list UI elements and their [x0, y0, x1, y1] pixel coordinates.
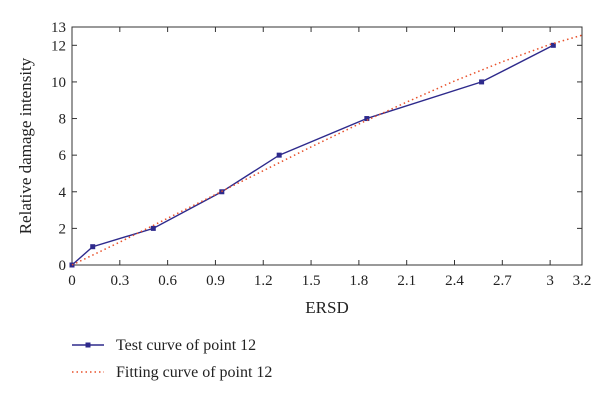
x-tick-label: 3	[546, 273, 554, 289]
data-point-marker	[364, 116, 370, 122]
x-tick-label: 1.2	[254, 273, 273, 289]
data-point-marker	[479, 79, 485, 85]
x-tick-label: 0.3	[110, 273, 129, 289]
series-layer	[69, 34, 583, 268]
legend-label-0: Test curve of point 12	[116, 337, 256, 354]
plot-frame	[71, 26, 583, 266]
x-tick-label: 0	[68, 273, 76, 289]
y-tick-label: 8	[59, 112, 67, 128]
data-point-marker	[276, 152, 282, 158]
x-tick-label: 2.7	[493, 273, 512, 289]
series-line-1	[71, 34, 583, 266]
legend-label-1: Fitting curve of point 12	[116, 364, 272, 381]
x-axis: 0 0.3 0.6 0.9 1.2 1.5 1.8 2.1 2.4 2.7 3 3.2	[68, 27, 591, 289]
y-axis-label: Relative damage intensity	[16, 57, 35, 234]
series-line-0	[71, 44, 554, 266]
data-point-marker	[550, 42, 556, 48]
y-tick-label: 13	[51, 20, 66, 36]
y-tick-label: 4	[59, 185, 67, 201]
y-tick-label: 2	[59, 221, 67, 237]
y-tick-label: 12	[51, 38, 66, 54]
y-axis: 0 2 4 6 8 10 12 13	[51, 20, 582, 274]
x-tick-label: 2.1	[397, 273, 416, 289]
x-tick-label: 3.2	[573, 273, 592, 289]
x-tick-label: 0.9	[206, 273, 225, 289]
y-tick-label: 0	[59, 258, 67, 274]
data-point-marker	[90, 244, 96, 250]
x-tick-label: 1.8	[350, 273, 369, 289]
x-tick-label: 1.5	[302, 273, 321, 289]
data-point-marker	[150, 225, 156, 231]
y-tick-label: 6	[59, 148, 67, 164]
x-axis-label: ERSD	[305, 298, 348, 317]
legend-marker	[85, 342, 91, 348]
legend: Test curve of point 12 Fitting curve of p…	[72, 337, 272, 381]
x-tick-label: 2.4	[445, 273, 464, 289]
x-tick-label: 0.6	[158, 273, 177, 289]
y-tick-label: 10	[51, 75, 66, 91]
